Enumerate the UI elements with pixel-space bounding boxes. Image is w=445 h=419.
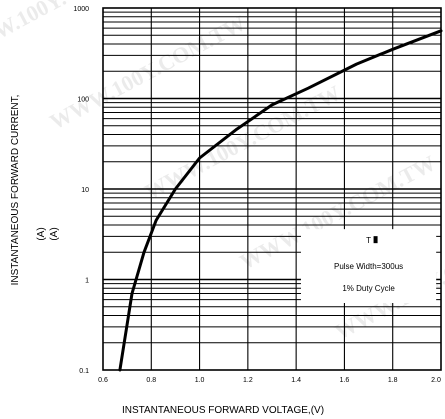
y-axis-unit: (A) [36, 227, 47, 240]
x-axis-title: INSTANTANEOUS FORWARD VOLTAGE,(V) [122, 405, 324, 416]
plot-frame [102, 7, 442, 371]
x-tick-label: 1.6 [340, 377, 350, 384]
y-tick-label: 10 [81, 187, 89, 194]
x-tick-label: 1.0 [195, 377, 205, 384]
legend-mark [373, 236, 378, 244]
y-tick-label: 0.1 [79, 368, 89, 375]
x-tick-label: 0.8 [146, 377, 156, 384]
y-axis-title: INSTANTANEOUS FORWARD CURRENT, [10, 95, 21, 286]
legend: T Pulse Width=300us 1% Duty Cycle [300, 229, 437, 303]
y-axis-unit: (A) [49, 227, 60, 240]
series-line [118, 29, 443, 372]
x-tick-label: 1.4 [291, 377, 301, 384]
legend-line: T [366, 236, 371, 245]
legend-line: Pulse Width=300us [334, 262, 403, 271]
x-tick-label: 2.0 [431, 377, 441, 384]
y-tick-label: 1000 [73, 6, 89, 13]
tick-labels: 0.6 0.8 1.0 1.2 1.4 1.6 1.8 2.0 1000 100 10 1 0.1 [73, 6, 441, 384]
watermark-text: WWW.100Y.COM.TW [46, 10, 250, 134]
legend-box [300, 229, 437, 303]
y-tick-label: 1 [85, 278, 89, 285]
series-layer [118, 29, 443, 372]
x-tick-label: 0.6 [98, 377, 108, 384]
legend-line: 1% Duty Cycle [342, 284, 395, 293]
x-tick-label: 1.2 [243, 377, 253, 384]
y-tick-label: 100 [77, 97, 89, 104]
x-tick-label: 1.8 [388, 377, 398, 384]
